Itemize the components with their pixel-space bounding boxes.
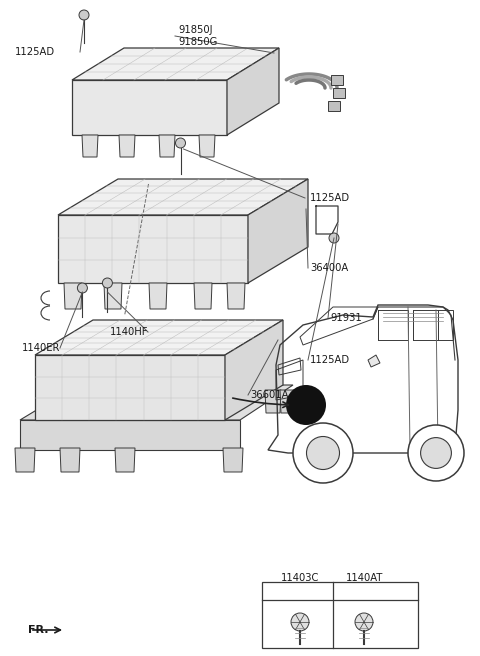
Text: 1125AD: 1125AD (15, 47, 55, 57)
Text: 11403C: 11403C (281, 573, 319, 583)
Polygon shape (58, 179, 308, 215)
Polygon shape (119, 135, 135, 157)
Polygon shape (64, 283, 82, 309)
Polygon shape (104, 283, 122, 309)
Polygon shape (223, 448, 243, 472)
Polygon shape (72, 80, 227, 135)
Circle shape (355, 613, 373, 631)
Circle shape (291, 613, 309, 631)
Polygon shape (149, 283, 167, 309)
Polygon shape (20, 385, 293, 420)
Circle shape (408, 425, 464, 481)
Polygon shape (15, 448, 35, 472)
Circle shape (329, 233, 339, 243)
Polygon shape (194, 283, 212, 309)
Bar (262, 582, 418, 648)
Polygon shape (227, 283, 245, 309)
Polygon shape (58, 215, 248, 283)
Circle shape (77, 283, 87, 293)
Polygon shape (60, 448, 80, 472)
Text: 1125AD: 1125AD (310, 355, 350, 365)
Text: 36601A: 36601A (250, 390, 288, 400)
Circle shape (293, 423, 353, 483)
Text: 1140HF: 1140HF (109, 327, 148, 337)
Polygon shape (115, 448, 135, 472)
Polygon shape (225, 320, 283, 420)
Bar (328, 101, 340, 111)
Polygon shape (248, 179, 308, 283)
Text: 91850J: 91850J (178, 25, 213, 35)
Circle shape (420, 438, 451, 468)
Polygon shape (72, 48, 279, 80)
Circle shape (102, 278, 112, 288)
Circle shape (79, 10, 89, 20)
Polygon shape (20, 420, 240, 450)
Polygon shape (159, 135, 175, 157)
Bar (333, 88, 345, 98)
Circle shape (307, 436, 339, 470)
Text: 1140AT: 1140AT (346, 573, 384, 583)
Text: 36400A: 36400A (310, 263, 348, 273)
Polygon shape (199, 135, 215, 157)
Polygon shape (227, 48, 279, 135)
Polygon shape (35, 355, 225, 420)
Bar (331, 75, 343, 85)
Polygon shape (265, 390, 281, 413)
Polygon shape (280, 390, 296, 413)
Circle shape (176, 138, 185, 148)
Polygon shape (82, 135, 98, 157)
Text: 91931: 91931 (330, 313, 362, 323)
Polygon shape (368, 355, 380, 367)
Polygon shape (35, 320, 283, 355)
Circle shape (286, 385, 326, 425)
Text: FR.: FR. (28, 625, 48, 635)
Text: 1140ER: 1140ER (22, 343, 60, 353)
Text: 91850G: 91850G (178, 37, 217, 47)
Text: 1125AD: 1125AD (310, 193, 350, 203)
